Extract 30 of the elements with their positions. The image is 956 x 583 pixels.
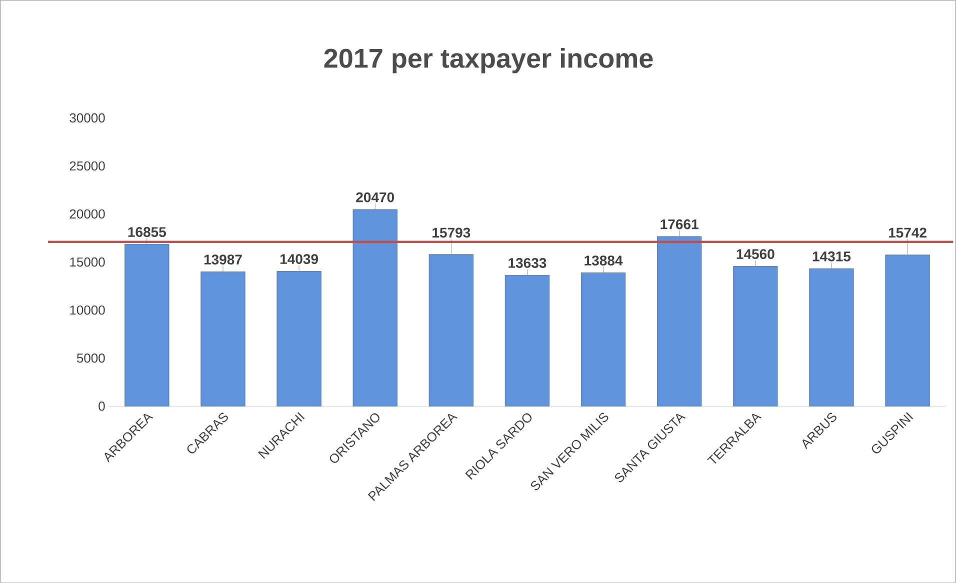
data-label: 14560 bbox=[736, 248, 774, 259]
chart-title: 2017 per taxpayer income bbox=[324, 48, 653, 74]
y-tick-label: 15000 bbox=[70, 257, 105, 266]
bar bbox=[809, 268, 854, 406]
bar bbox=[124, 244, 170, 406]
bar bbox=[200, 271, 246, 406]
y-tick-label: 10000 bbox=[70, 305, 105, 315]
y-tick-label: 5000 bbox=[76, 353, 105, 363]
bar bbox=[657, 236, 702, 406]
data-label: 13633 bbox=[508, 258, 546, 268]
bar bbox=[504, 274, 550, 406]
data-label: 16855 bbox=[128, 226, 166, 237]
bar bbox=[885, 254, 930, 406]
data-label: 14039 bbox=[280, 254, 318, 264]
data-label: 14315 bbox=[812, 251, 851, 262]
y-tick-label: 25000 bbox=[70, 161, 105, 170]
data-label: 15742 bbox=[888, 228, 926, 238]
bar bbox=[352, 209, 398, 406]
y-tick-label: 20000 bbox=[70, 209, 105, 218]
bar bbox=[580, 272, 626, 406]
y-tick-label: 30000 bbox=[70, 113, 105, 122]
bar bbox=[276, 270, 322, 406]
y-tick-label: 0 bbox=[98, 401, 105, 411]
data-label: 20470 bbox=[356, 192, 394, 202]
bar bbox=[428, 254, 474, 406]
bar bbox=[733, 266, 778, 406]
data-label: 13987 bbox=[204, 254, 242, 264]
data-label: 13884 bbox=[584, 255, 623, 266]
data-label: 17661 bbox=[660, 219, 698, 230]
data-label: 15793 bbox=[432, 228, 470, 238]
